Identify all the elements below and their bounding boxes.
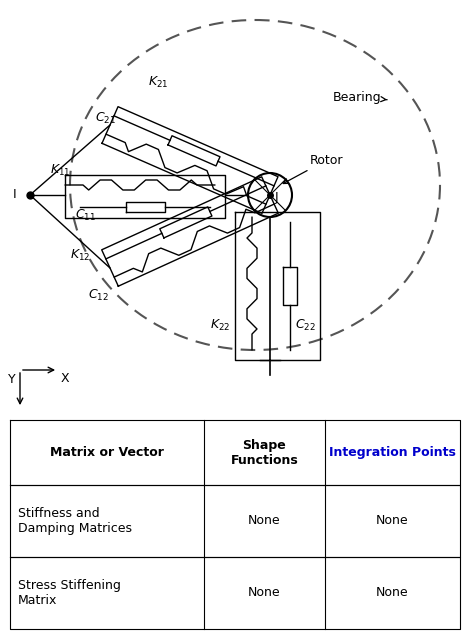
Text: None: None [248,514,281,528]
Text: Shape
Functions: Shape Functions [230,438,298,466]
Text: $C_{22}$: $C_{22}$ [295,318,316,332]
Text: Rotor: Rotor [283,154,344,184]
Text: J: J [275,191,279,205]
Text: $C_{21}$: $C_{21}$ [95,110,116,126]
Text: Matrix or Vector: Matrix or Vector [50,446,164,459]
Text: Y: Y [8,373,16,386]
Text: $K_{21}$: $K_{21}$ [148,75,169,89]
Text: $C_{11}$: $C_{11}$ [75,207,96,223]
Text: None: None [376,586,409,600]
Text: Bearing: Bearing [333,91,387,103]
Text: X: X [61,372,70,385]
Text: Stress Stiffening
Matrix: Stress Stiffening Matrix [18,579,121,607]
Text: None: None [248,586,281,600]
Text: $C_{12}$: $C_{12}$ [88,288,109,302]
Text: $K_{11}$: $K_{11}$ [50,163,70,177]
Text: None: None [376,514,409,528]
Text: Stiffness and
Damping Matrices: Stiffness and Damping Matrices [18,507,132,535]
Text: Integration Points: Integration Points [329,446,456,459]
Text: $K_{22}$: $K_{22}$ [210,318,230,332]
Text: I: I [12,188,16,202]
Text: $K_{12}$: $K_{12}$ [70,248,90,263]
